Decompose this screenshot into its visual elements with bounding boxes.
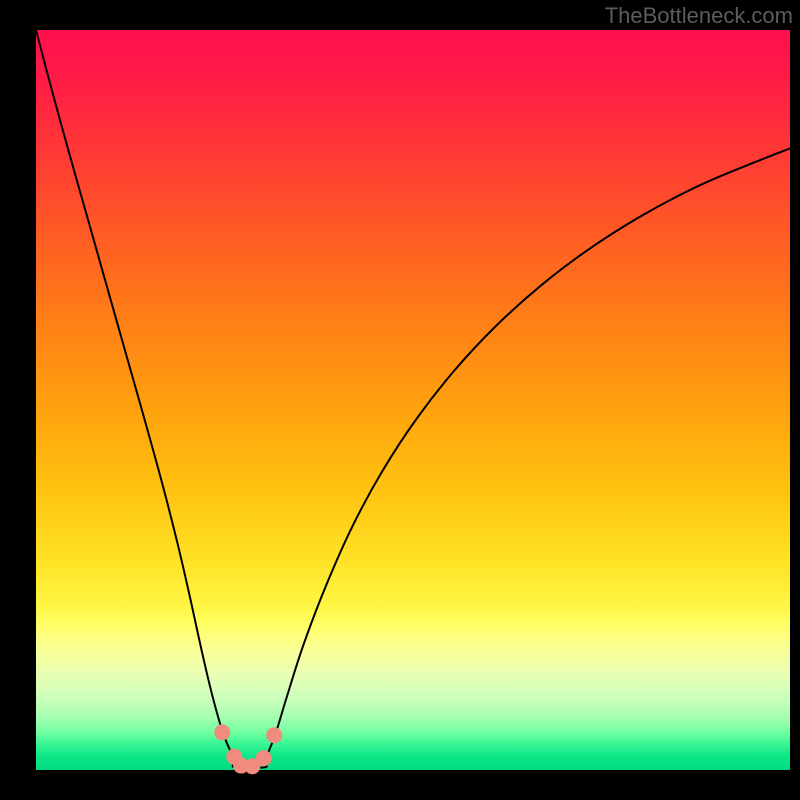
curve-marker [256, 750, 272, 766]
chart-stage: TheBottleneck.com [0, 0, 800, 800]
chart-svg [0, 0, 800, 800]
plot-background [36, 30, 790, 770]
curve-marker [266, 727, 282, 743]
curve-marker [214, 724, 230, 740]
watermark-text: TheBottleneck.com [605, 3, 793, 29]
